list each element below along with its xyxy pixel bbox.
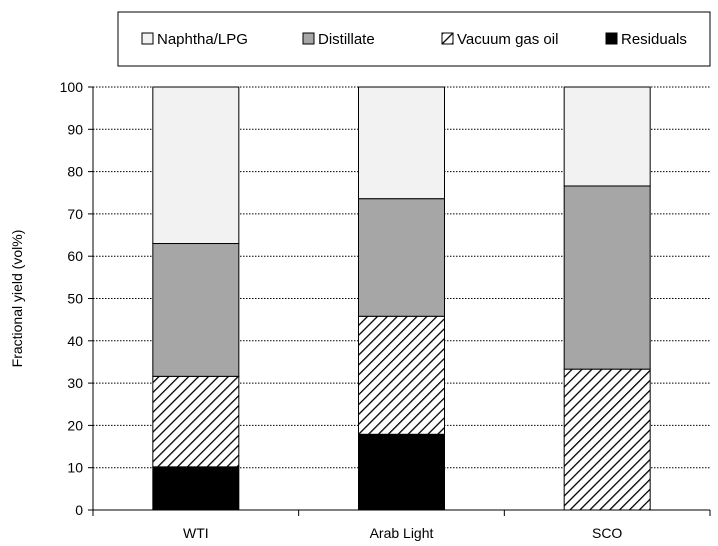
y-tick-label: 70: [67, 206, 83, 222]
legend-label-distillate: Distillate: [318, 31, 375, 48]
y-axis-title: Fractional yield (vol%): [9, 230, 25, 368]
x-tick-label-sco: SCO: [592, 525, 622, 541]
legend-swatch-naphtha-lpg: [141, 32, 154, 45]
bar-wti-residuals: [152, 466, 240, 511]
y-tick-label: 0: [75, 502, 83, 518]
bar-wti-naphtha-lpg: [152, 86, 240, 245]
bar-wti-distillate: [152, 243, 240, 377]
bars: [152, 86, 651, 511]
legend-swatch-vacuum-gas-oil: [441, 32, 454, 45]
bar-sco-vacuum-gas-oil: [563, 368, 651, 511]
y-tick-label: 90: [67, 121, 83, 137]
y-tick-label: 40: [67, 333, 83, 349]
y-tick-label: 80: [67, 164, 83, 180]
y-tick-label: 100: [60, 79, 84, 95]
bar-wti-vacuum-gas-oil: [152, 375, 240, 468]
bar-sco-distillate: [563, 185, 651, 370]
legend-label-vacuum-gas-oil: Vacuum gas oil: [457, 31, 558, 48]
y-tick-label: 50: [67, 291, 83, 307]
bar-arab-light-vacuum-gas-oil: [358, 315, 445, 435]
x-tick-label-wti: WTI: [183, 525, 209, 541]
y-tick-label: 20: [67, 417, 83, 433]
x-tick-label-arab-light: Arab Light: [370, 525, 434, 541]
legend-swatch-distillate: [302, 32, 315, 45]
legend-label-residuals: Residuals: [621, 31, 687, 48]
y-tick-label: 60: [67, 248, 83, 264]
axes: 0 10 20 30 40 50 60 70 80 90 100 WTI Arab Light SCO: [60, 79, 711, 541]
y-tick-label: 30: [67, 375, 83, 391]
y-tick-label: 10: [67, 460, 83, 476]
legend-swatch-residuals: [605, 32, 618, 45]
bar-arab-light-naphtha-lpg: [358, 86, 445, 200]
bar-sco-naphtha-lpg: [563, 86, 651, 187]
bar-arab-light-distillate: [358, 198, 445, 317]
legend-label-naphtha-lpg: Naphtha/LPG: [157, 31, 248, 48]
legend: Naphtha/LPG Distillate Vacuum gas oil Resid…: [117, 11, 711, 67]
bar-arab-light-residuals: [358, 433, 445, 511]
